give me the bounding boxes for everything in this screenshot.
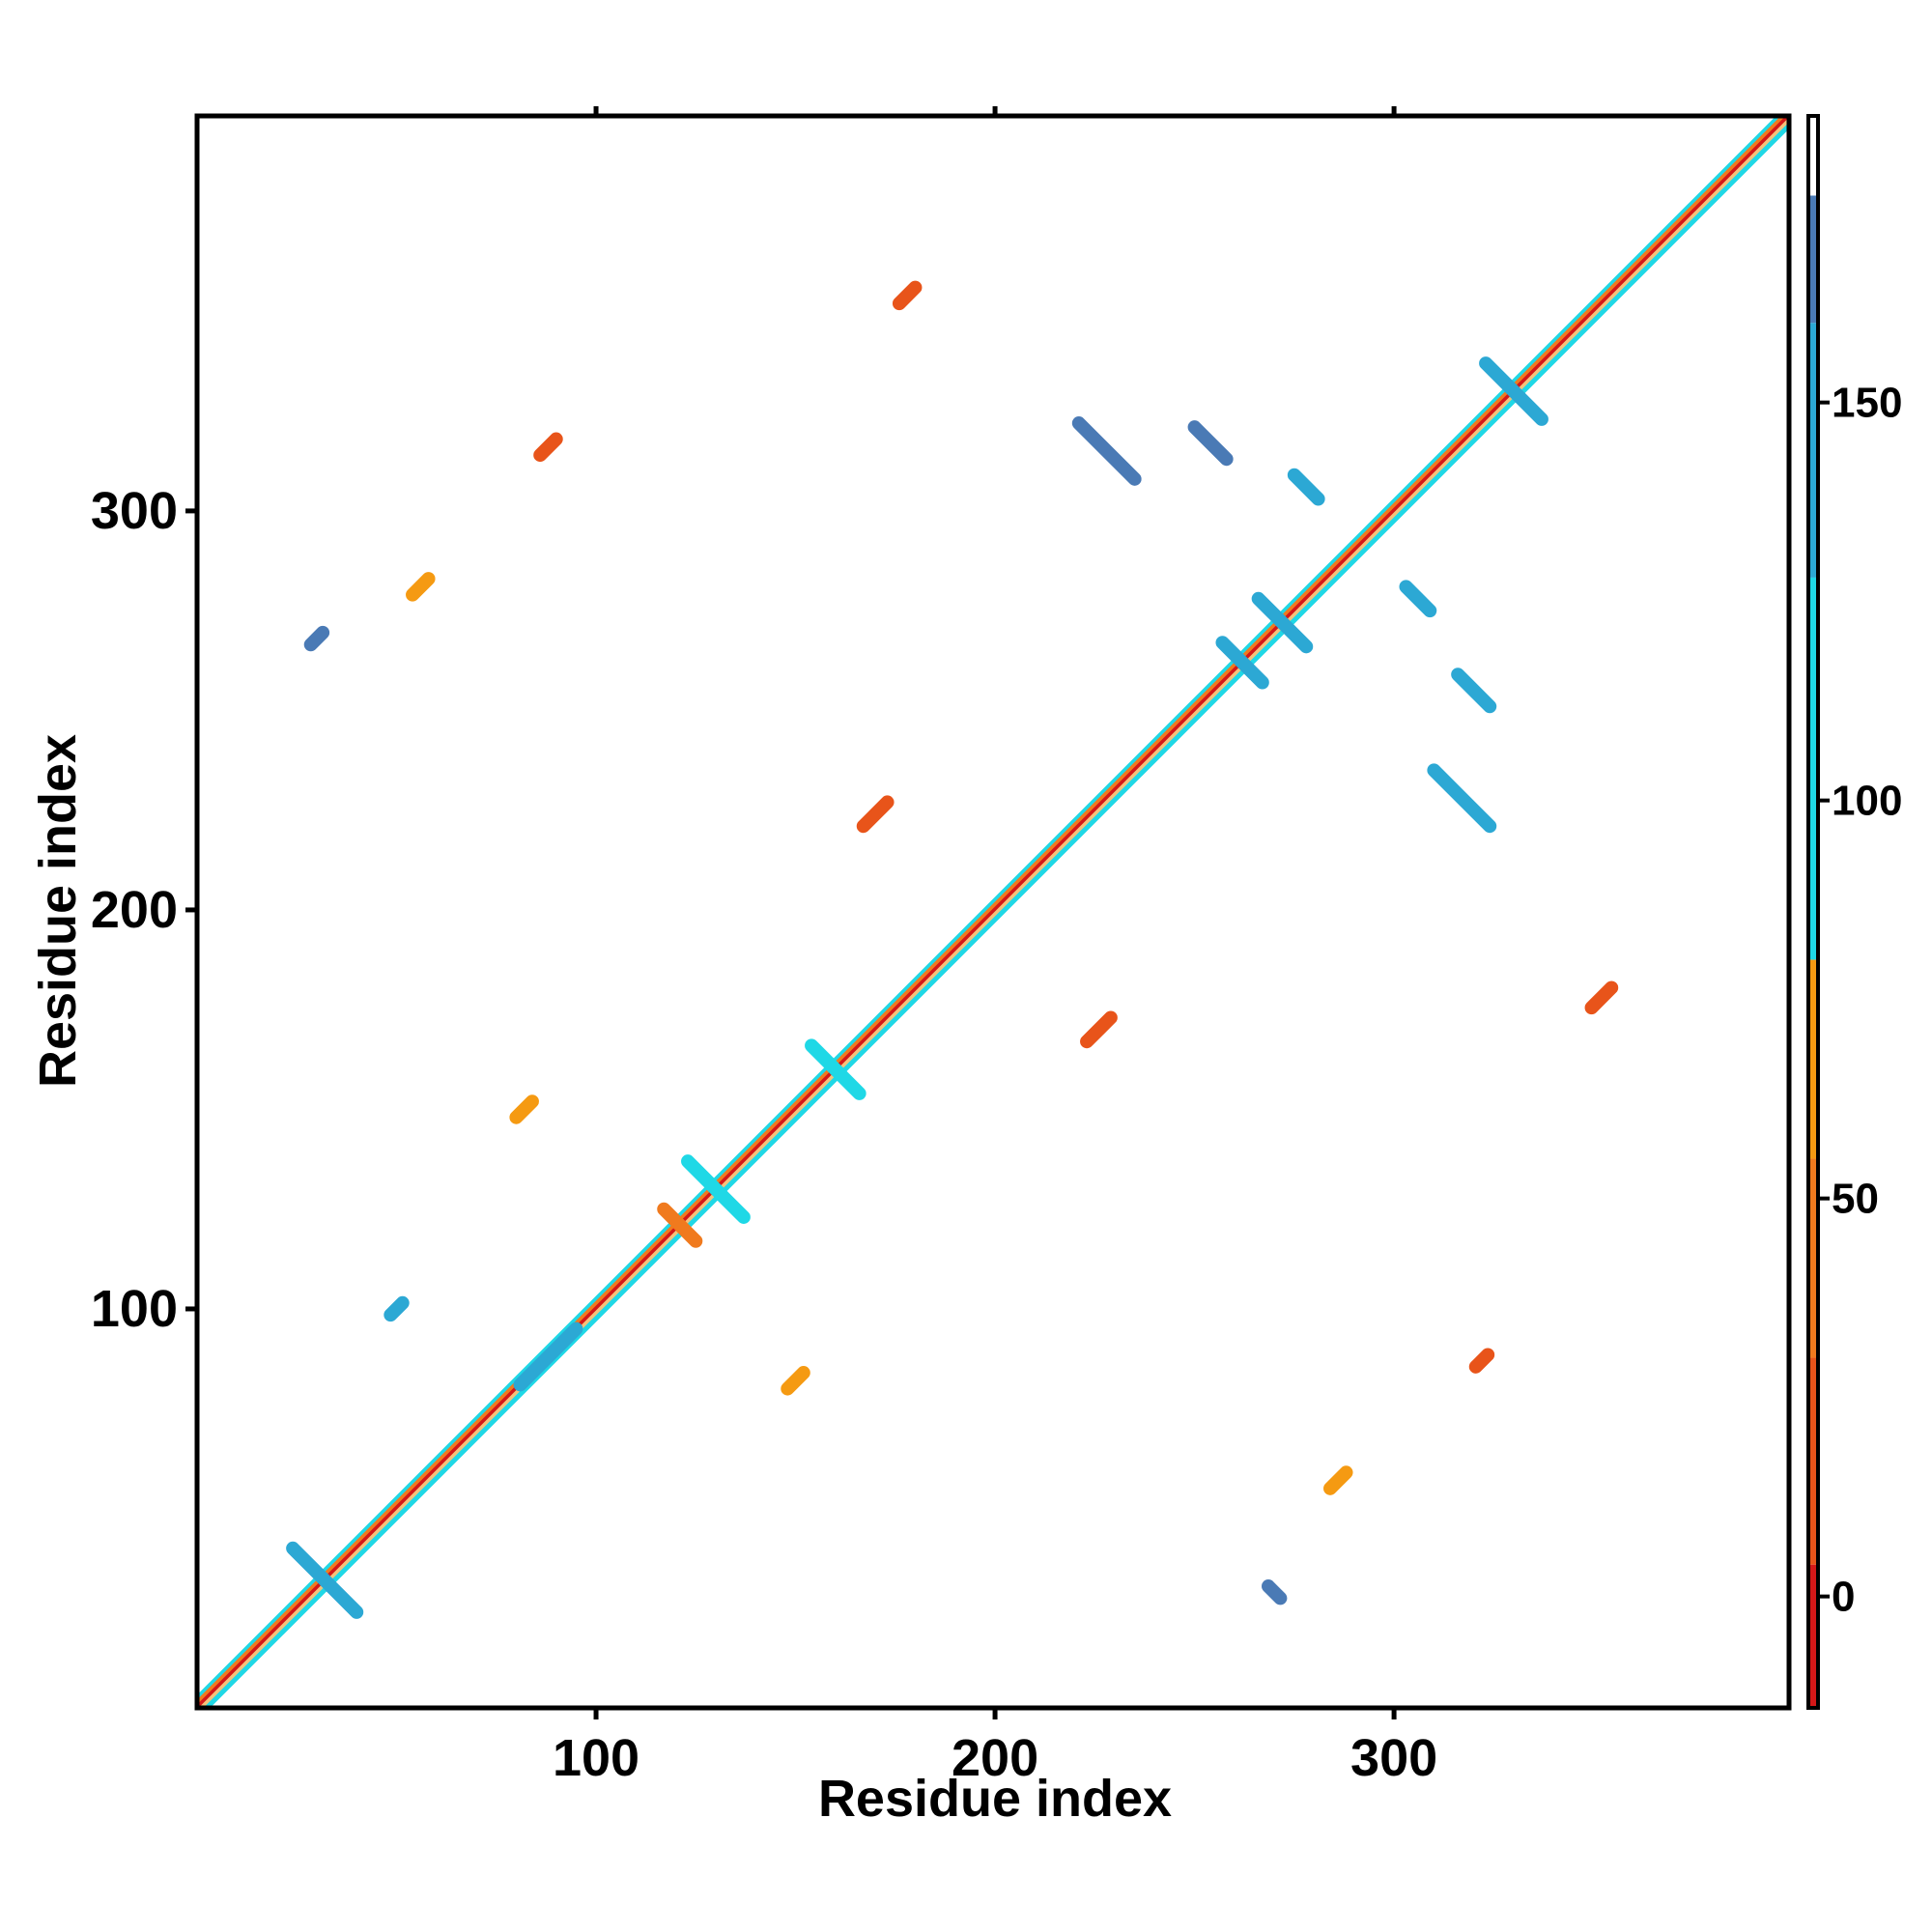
contact-patch <box>1427 763 1497 834</box>
colorbar-band <box>1808 323 1818 578</box>
colorbar-tick-label: 50 <box>1832 1176 1879 1223</box>
contact-patch <box>513 1321 583 1392</box>
contact-patch <box>1080 1010 1118 1049</box>
contact-patch <box>1399 580 1437 618</box>
colorbar-tick-label: 0 <box>1832 1574 1855 1621</box>
contact-patch <box>286 1541 364 1619</box>
x-axis-label: Residue index <box>818 1770 1172 1828</box>
contact-patch <box>1451 668 1497 714</box>
diagonal-band-line <box>198 117 1789 1708</box>
colorbar-frame <box>1806 114 1820 1710</box>
y-tick-label: 300 <box>91 482 178 540</box>
x-tick-label: 100 <box>553 1729 639 1787</box>
contact-patch <box>657 1202 703 1248</box>
contact-patch <box>1261 1579 1288 1605</box>
axes: 100 200 300 100 200 300 <box>91 106 1437 1787</box>
contact-patch <box>1479 356 1548 426</box>
contact-patch <box>1287 468 1325 506</box>
contact-patch <box>805 1038 867 1100</box>
diagonal-band-line <box>197 116 1788 1707</box>
contact-patch <box>1251 591 1314 654</box>
colorbar-band <box>1808 195 1818 324</box>
contact-patch <box>1468 1348 1495 1374</box>
contact-patch <box>303 625 330 652</box>
y-tick-label: 200 <box>91 881 178 939</box>
contact-patch <box>509 1094 539 1124</box>
colorbar-tick-label: 150 <box>1832 380 1902 427</box>
colorbar-band <box>1808 1158 1818 1358</box>
colorbar-band <box>1808 959 1818 1159</box>
diagonal-band-line <box>203 122 1789 1708</box>
colorbar-band <box>1808 1564 1818 1708</box>
contact-patch <box>1071 416 1142 486</box>
colorbar: 0 50 100 150 <box>1806 114 1902 1710</box>
colorbar-band <box>1808 577 1818 960</box>
contact-patch <box>1584 980 1619 1015</box>
x-tick-label: 300 <box>1350 1729 1437 1787</box>
colorbar-tick-label: 100 <box>1832 778 1902 825</box>
y-tick-label: 100 <box>91 1280 178 1338</box>
contact-patch <box>406 572 436 602</box>
contact-patch <box>681 1154 751 1224</box>
contact-patch <box>892 280 923 311</box>
contact-patch <box>1323 1465 1353 1495</box>
heatmap-plot-area <box>194 113 1792 1711</box>
colorbar-band <box>1808 116 1818 196</box>
contact-patch <box>1187 420 1234 467</box>
contact-patch <box>856 795 895 834</box>
colorbar-band <box>1808 1357 1818 1565</box>
contact-patch <box>1215 636 1269 690</box>
diagonal-band-line <box>197 116 1789 1708</box>
contact-patch <box>781 1366 810 1396</box>
diagonal-band-line <box>197 116 1783 1702</box>
contact-patch <box>533 432 563 463</box>
x-tick-label: 200 <box>952 1729 1038 1787</box>
y-axis-label: Residue index <box>29 734 87 1088</box>
heatmap-cells <box>197 116 1789 1708</box>
contact-patch <box>384 1295 410 1322</box>
